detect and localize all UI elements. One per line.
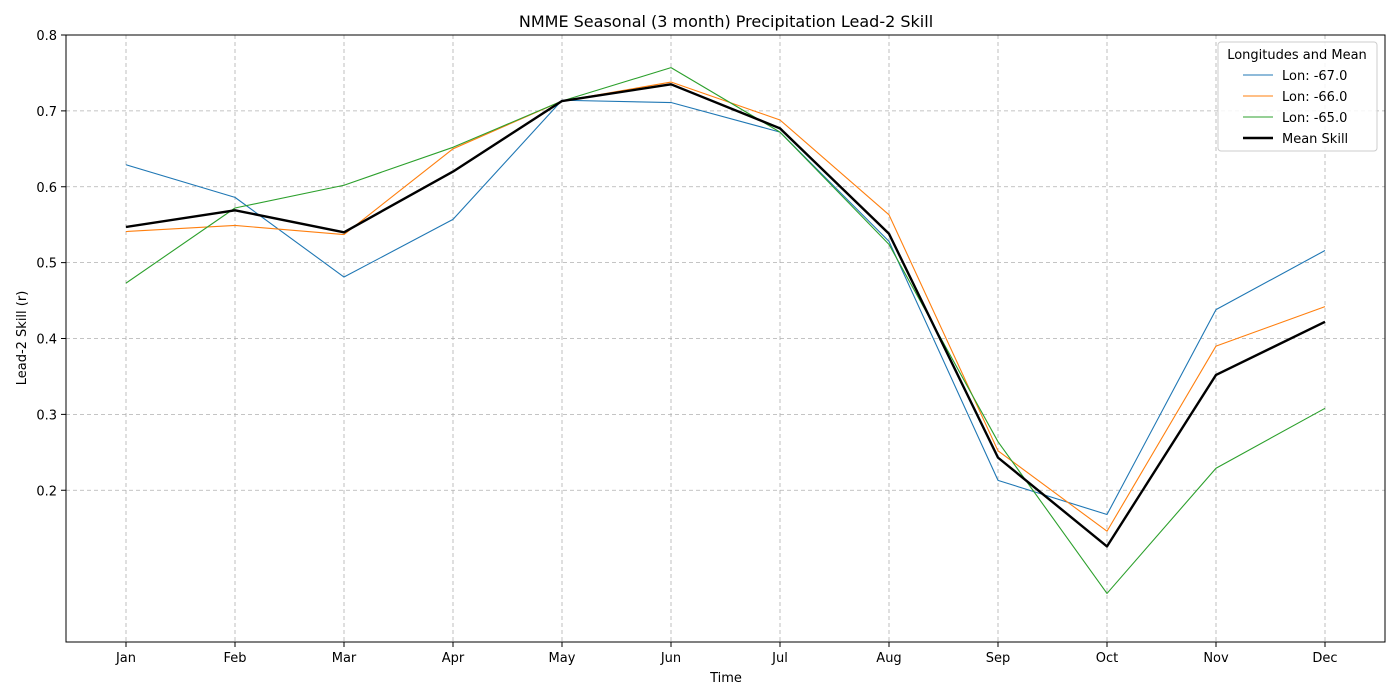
x-tick-label: Apr: [442, 651, 465, 666]
legend-label-lon-66-0: Lon: -66.0: [1282, 90, 1347, 105]
x-tick-label: Nov: [1203, 651, 1229, 666]
legend-label-lon-65-0: Lon: -65.0: [1282, 111, 1347, 126]
x-tick-label: Aug: [876, 651, 901, 666]
legend: Longitudes and Mean Lon: -67.0 Lon: -66.0…: [1217, 41, 1378, 152]
x-tick-label: Mar: [332, 651, 357, 666]
legend-label-lon-67-0: Lon: -67.0: [1282, 69, 1347, 84]
chart-title: NMME Seasonal (3 month) Precipitation Le…: [519, 12, 933, 31]
y-tick-label: 0.5: [36, 257, 57, 272]
x-tick-label: Oct: [1096, 651, 1118, 666]
series-line-mean-skill: [125, 83, 1326, 548]
y-tick-label: 0.8: [36, 29, 57, 44]
y-tick-label: 0.4: [36, 333, 57, 348]
y-axis-label: Lead-2 Skill (r): [15, 291, 30, 386]
x-tick-label: Jun: [660, 651, 681, 666]
legend-label-mean-skill: Mean Skill: [1282, 132, 1348, 147]
grid: [66, 34, 1385, 642]
x-tick-label: Sep: [986, 651, 1011, 666]
y-axis: 0.2 0.3 0.4 0.5 0.6 0.7 0.8: [36, 29, 66, 499]
x-tick-label: Jul: [771, 651, 788, 666]
series-lines: [125, 67, 1326, 594]
legend-box: [1217, 41, 1378, 152]
series-line-lon-65-0: [125, 67, 1326, 594]
y-tick-label: 0.3: [36, 408, 57, 423]
x-tick-label: Jan: [115, 651, 136, 666]
legend-title: Longitudes and Mean: [1227, 48, 1367, 63]
series-line-lon-67-0: [125, 99, 1326, 516]
x-axis: Jan Feb Mar Apr May Jun Jul Aug Sep Oct Nov Dec: [115, 642, 1338, 666]
y-tick-label: 0.6: [36, 181, 57, 196]
x-tick-label: Dec: [1312, 651, 1337, 666]
series-line-lon-66-0: [125, 81, 1326, 532]
x-axis-label: Time: [709, 671, 742, 686]
y-tick-label: 0.7: [36, 105, 57, 120]
y-tick-label: 0.2: [36, 484, 57, 499]
x-tick-label: May: [549, 651, 576, 666]
x-tick-label: Feb: [223, 651, 246, 666]
